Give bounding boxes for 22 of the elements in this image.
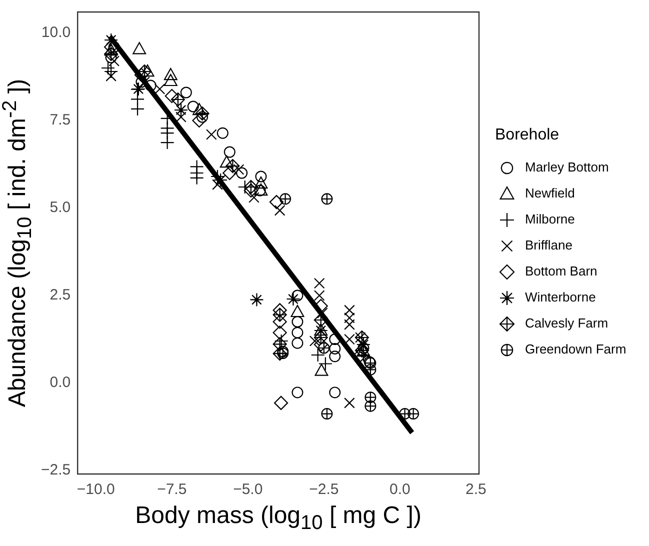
x-tick-label: −2.5 [309,481,339,498]
legend-label: Newfield [525,186,575,201]
legend-label: Winterborne [525,290,596,305]
x-tick-label: −10.0 [76,481,115,498]
x-tick-label: −7.5 [157,481,187,498]
legend-label: Calvesly Farm [525,316,608,331]
legend-label: Bottom Barn [525,264,598,279]
y-tick-label: 0.0 [50,374,71,392]
x-tick-label: 2.5 [466,481,486,498]
legend-title: Borehole [495,126,560,144]
y-tick-label: 7.5 [50,112,71,129]
y-tick-label: 10.0 [41,24,71,42]
x-tick-label: −5.0 [233,481,263,498]
legend-label: Milborne [525,212,575,227]
legend-label: Marley Bottom [525,160,609,175]
legend-label: Brifflane [525,238,572,253]
x-tick-label: 0.0 [390,481,410,498]
x-axis-title: Body mass (log$_{10}$ [ mg C ]) [135,502,422,535]
y-tick-label: 5.0 [50,199,71,216]
y-tick-label: −2.5 [40,462,71,479]
y-tick-label: 2.5 [50,286,71,304]
legend-label: Greendown Farm [525,342,626,357]
